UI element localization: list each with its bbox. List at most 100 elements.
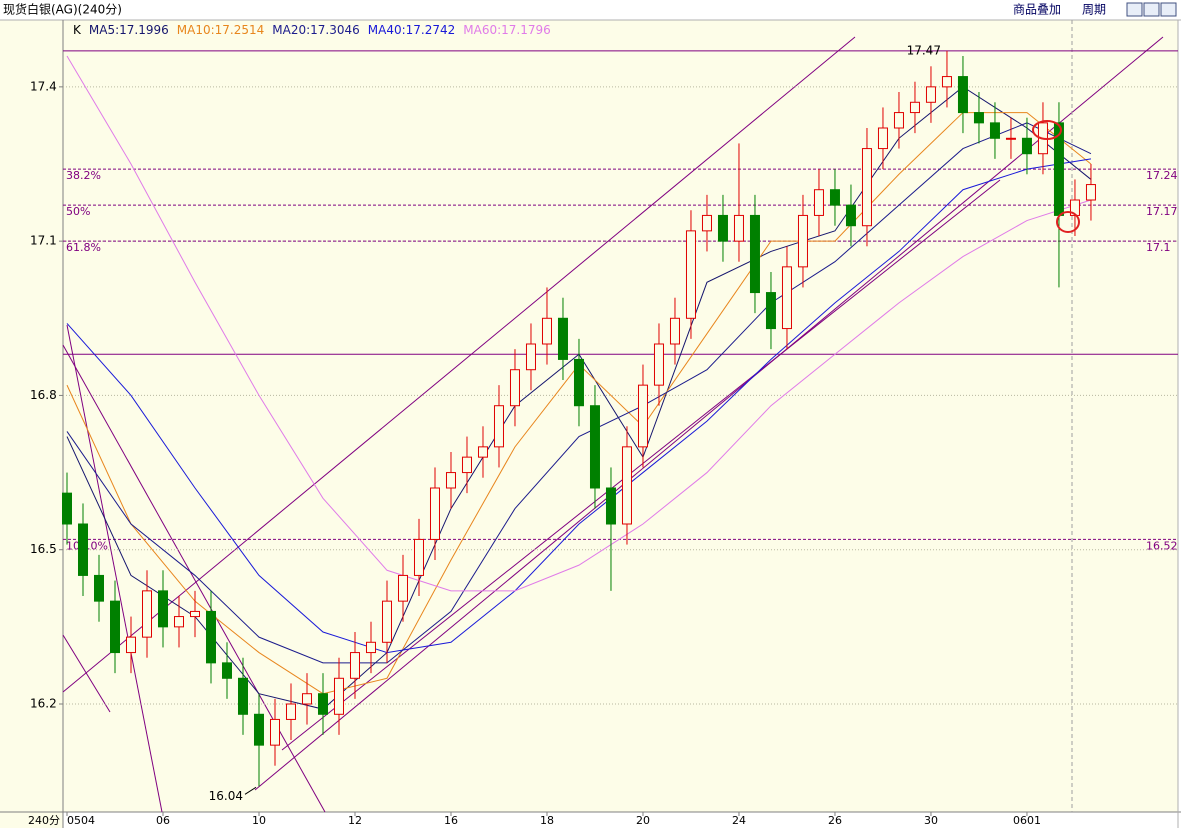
candle bbox=[797, 194, 808, 288]
candle bbox=[445, 452, 456, 509]
candle-body bbox=[173, 616, 184, 628]
candle bbox=[973, 92, 984, 144]
candle bbox=[877, 107, 888, 170]
candle-body bbox=[717, 214, 728, 242]
candle-body bbox=[781, 266, 792, 330]
candle bbox=[493, 385, 504, 468]
candle bbox=[1021, 117, 1032, 175]
period-label: 240分 bbox=[28, 814, 60, 827]
candle bbox=[701, 194, 712, 252]
min-annotation: 16.04 bbox=[209, 789, 243, 803]
candle bbox=[381, 580, 392, 663]
fib-value: 17.1 bbox=[1146, 241, 1171, 254]
fib-value: 17.24 bbox=[1146, 169, 1178, 182]
nav-left[interactable] bbox=[1126, 2, 1143, 17]
candle bbox=[173, 596, 184, 648]
max-annotation: 17.47 bbox=[907, 43, 941, 57]
ma-line bbox=[66, 158, 1092, 654]
candle-body bbox=[749, 214, 760, 294]
candle-body bbox=[221, 662, 232, 679]
candle-body bbox=[989, 122, 1000, 139]
candle-body bbox=[925, 86, 936, 103]
trend-lines bbox=[62, 36, 1164, 813]
candle-body bbox=[557, 317, 568, 360]
candle bbox=[157, 570, 168, 648]
candle bbox=[925, 66, 936, 123]
candle bbox=[749, 194, 760, 314]
candle bbox=[189, 590, 200, 638]
candle-body bbox=[941, 76, 952, 88]
candle bbox=[285, 683, 296, 740]
x-tick-label: 06 bbox=[156, 814, 170, 827]
candle bbox=[525, 323, 536, 391]
candle-body bbox=[669, 317, 680, 345]
candle-body bbox=[429, 487, 440, 540]
candle-body bbox=[285, 703, 296, 720]
highlight-circle bbox=[1032, 120, 1062, 140]
min-arrow bbox=[244, 786, 257, 795]
x-tick-label: 0504 bbox=[67, 814, 95, 827]
candle-body bbox=[509, 369, 520, 407]
candle bbox=[813, 169, 824, 236]
candle bbox=[93, 554, 104, 622]
header-title: 现货白银(AG)(240分) bbox=[3, 2, 122, 17]
candle bbox=[605, 467, 616, 591]
candle bbox=[621, 426, 632, 545]
x-tick-label: 18 bbox=[540, 814, 554, 827]
candle bbox=[637, 364, 648, 468]
x-tick-label: 30 bbox=[924, 814, 938, 827]
candle bbox=[733, 143, 744, 262]
x-tick-label: 24 bbox=[732, 814, 746, 827]
candle bbox=[1085, 164, 1096, 221]
candle bbox=[237, 657, 248, 735]
candle-body bbox=[637, 384, 648, 448]
legend-entry: MA60:17.1796 bbox=[463, 23, 551, 37]
candle-body bbox=[317, 693, 328, 715]
x-tick-label: 26 bbox=[828, 814, 842, 827]
candle bbox=[349, 632, 360, 699]
candle bbox=[125, 616, 136, 674]
candle-body bbox=[957, 76, 968, 114]
candle-body bbox=[605, 487, 616, 525]
candle bbox=[717, 194, 728, 262]
candle bbox=[429, 467, 440, 560]
candle bbox=[301, 673, 312, 725]
x-tick-label: 10 bbox=[252, 814, 266, 827]
fib-label: 38.2% bbox=[66, 169, 101, 182]
candle bbox=[509, 349, 520, 427]
overlay-button[interactable]: 商品叠加 bbox=[1013, 2, 1061, 17]
candle-body bbox=[125, 636, 136, 654]
candle-body bbox=[909, 101, 920, 114]
trend-line bbox=[62, 634, 111, 713]
candle-body bbox=[477, 446, 488, 458]
candle bbox=[141, 570, 152, 658]
candle-body bbox=[765, 292, 776, 330]
candle-body bbox=[589, 405, 600, 489]
ma-line bbox=[66, 122, 1092, 664]
candle bbox=[589, 385, 600, 509]
candle-body bbox=[205, 610, 216, 664]
candle bbox=[573, 338, 584, 427]
candle-body bbox=[733, 214, 744, 242]
candle bbox=[77, 503, 88, 596]
candle-body bbox=[797, 214, 808, 268]
candle-body bbox=[861, 148, 872, 227]
candle-body bbox=[237, 677, 248, 715]
candle-body bbox=[61, 492, 72, 525]
nav-both[interactable] bbox=[1143, 2, 1160, 17]
period-button[interactable]: 周期 bbox=[1082, 3, 1106, 17]
candle-body bbox=[365, 641, 376, 654]
candle bbox=[653, 323, 664, 406]
candle-body bbox=[525, 343, 536, 371]
nav-icons[interactable] bbox=[1126, 2, 1177, 17]
candle-body bbox=[1021, 137, 1032, 155]
candle-body bbox=[397, 574, 408, 602]
y-tick-label: 16.2 bbox=[30, 697, 57, 711]
trend-line bbox=[254, 36, 1164, 791]
y-axis-area bbox=[0, 20, 63, 828]
nav-right[interactable] bbox=[1160, 2, 1177, 17]
trend-line bbox=[62, 36, 856, 693]
y-tick-label: 16.8 bbox=[30, 388, 57, 402]
